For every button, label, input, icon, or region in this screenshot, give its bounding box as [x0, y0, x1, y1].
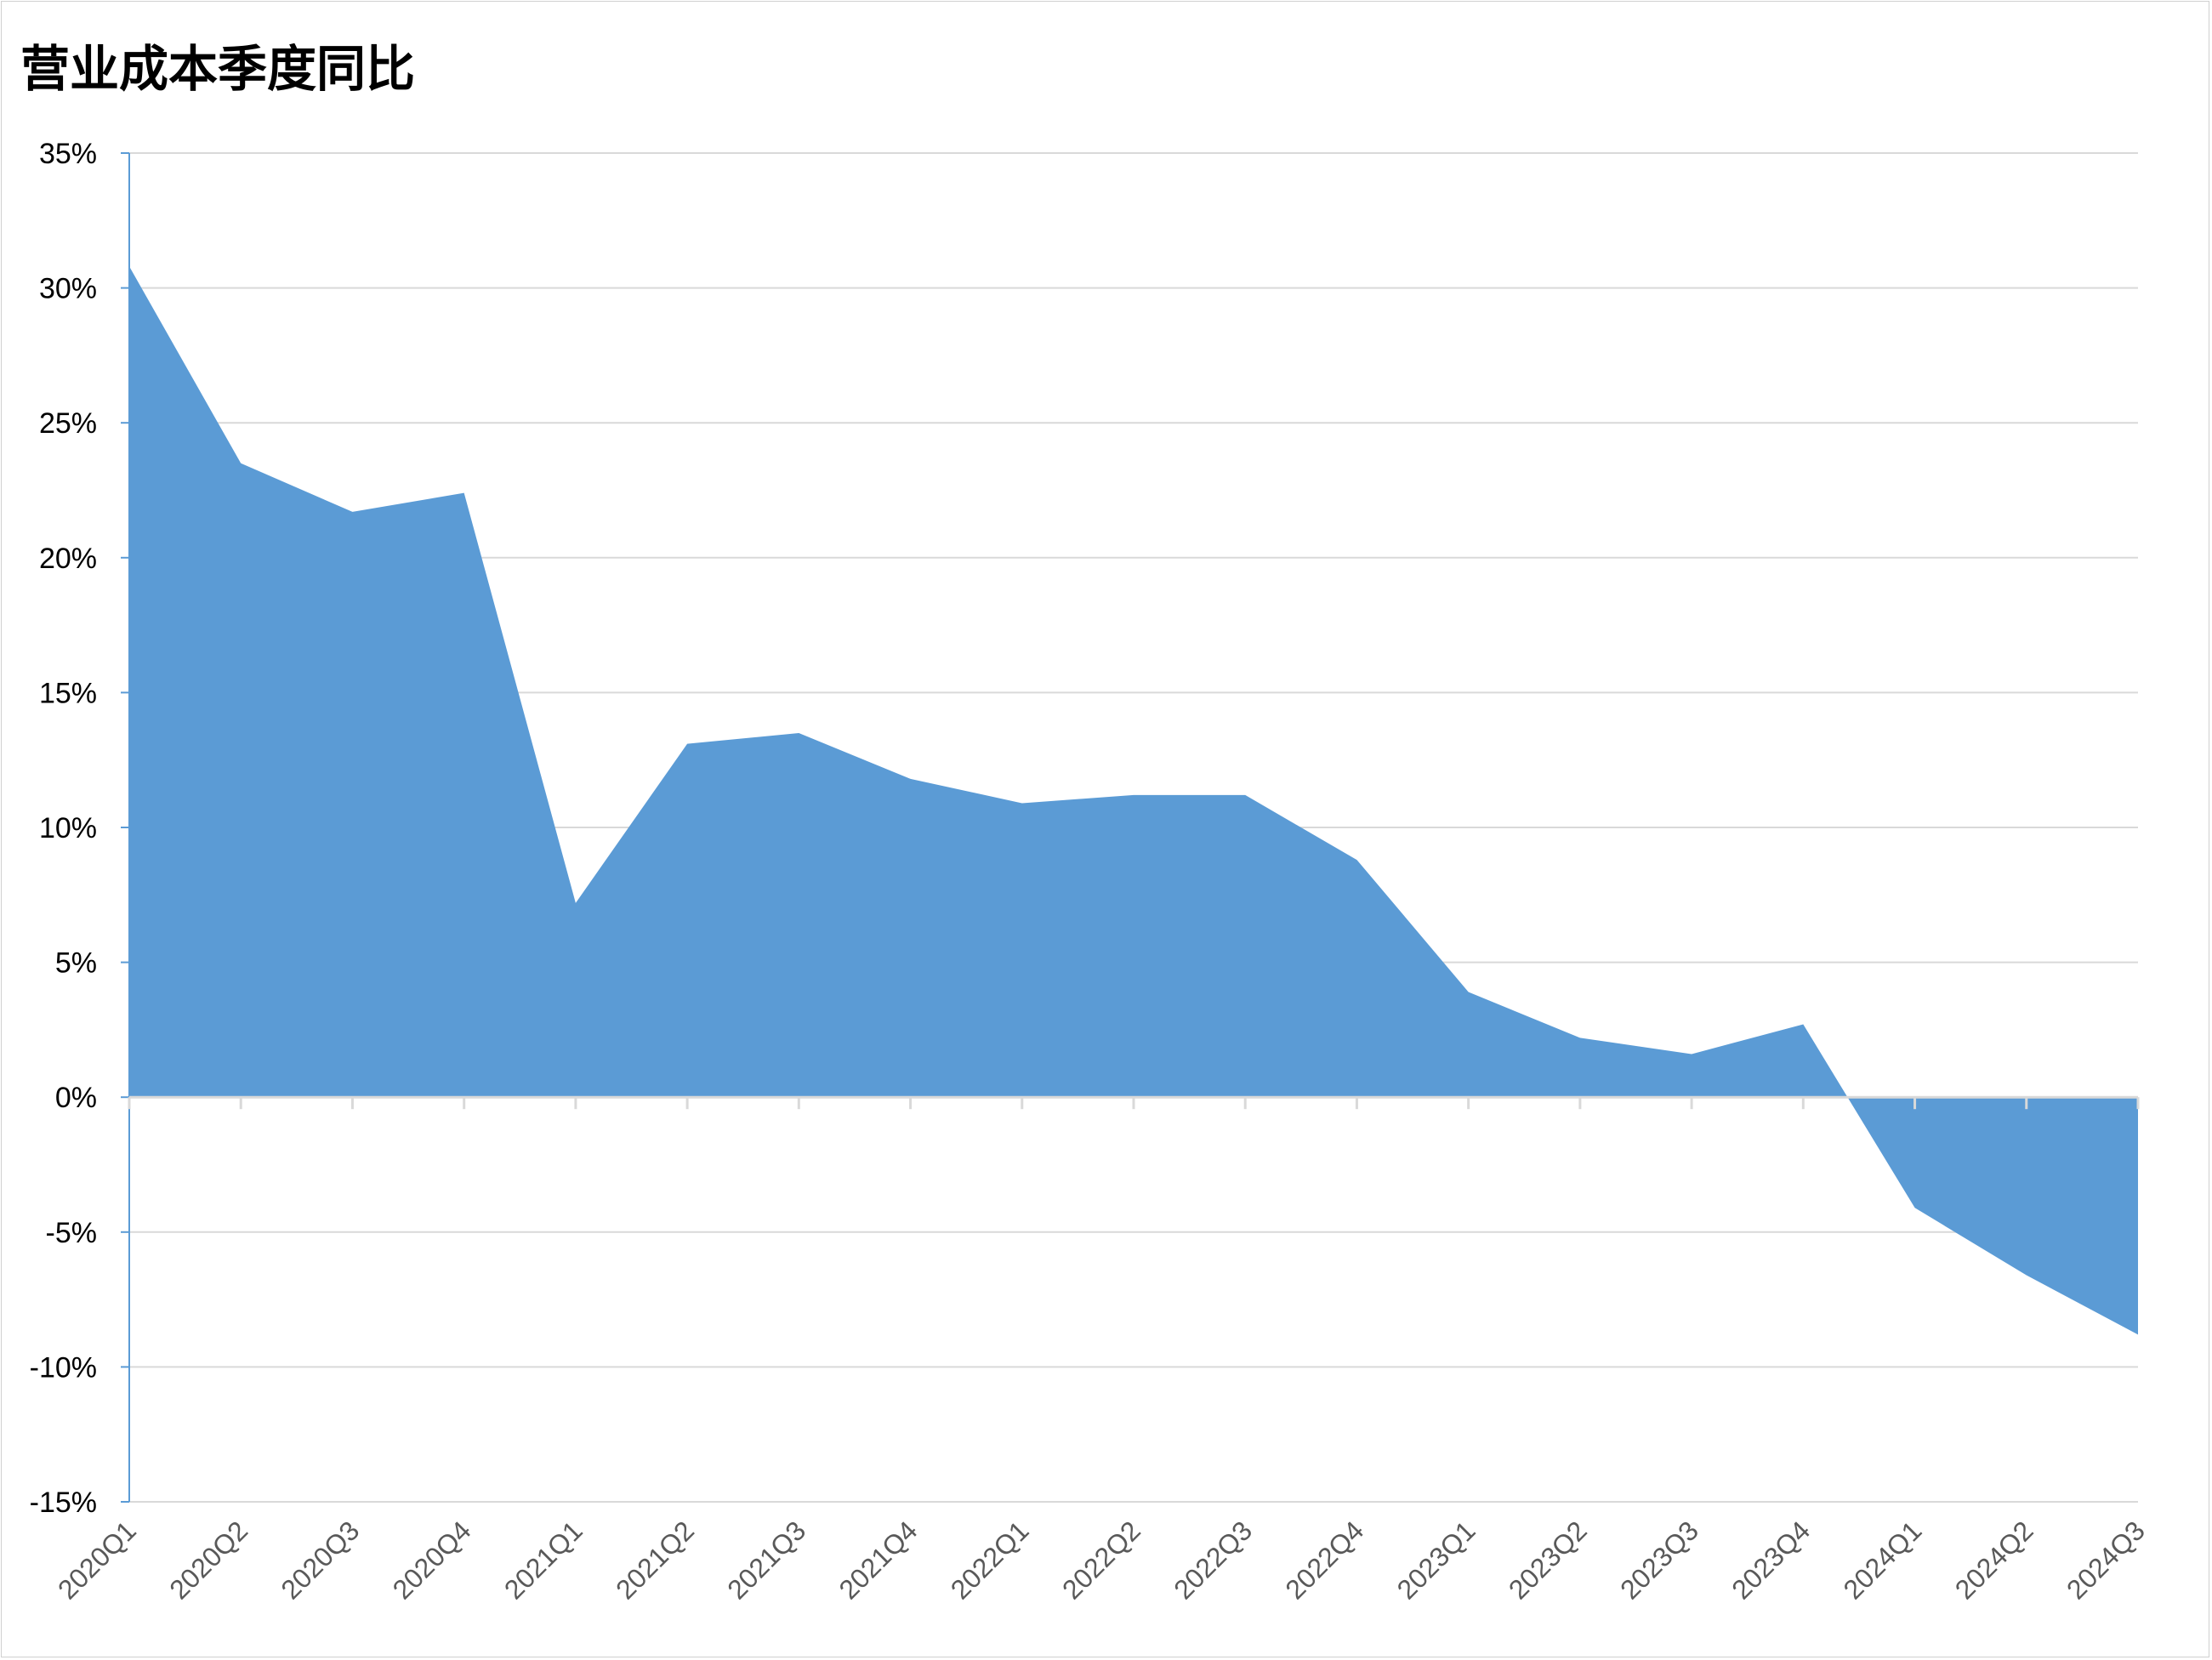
y-tick-label: 30% [39, 273, 97, 305]
x-tick-label: 2023Q1 [1391, 1515, 1481, 1605]
y-tick-label: 20% [39, 543, 97, 575]
x-tick-label: 2023Q2 [1503, 1515, 1593, 1605]
x-tick-label: 2020Q1 [52, 1515, 142, 1605]
x-tick-label: 2022Q4 [1279, 1515, 1369, 1605]
area-fill [129, 266, 2138, 1335]
x-tick-labels: 2020Q1 2020Q2 2020Q3 2020Q4 2021Q1 2021Q2 2021… [52, 1515, 2151, 1605]
x-tick-label: 2021Q3 [721, 1515, 811, 1605]
y-tick-label: 25% [39, 407, 97, 440]
x-tick-label: 2021Q2 [610, 1515, 700, 1605]
y-tick-label: 10% [39, 812, 97, 844]
x-tick-label: 2024Q2 [1949, 1515, 2039, 1605]
x-tick-label: 2022Q3 [1168, 1515, 1258, 1605]
gridlines [129, 152, 2138, 1503]
x-tick-label: 2024Q3 [2061, 1515, 2151, 1605]
y-tick-label: 0% [55, 1082, 97, 1114]
x-tick-label: 2021Q4 [833, 1515, 924, 1605]
y-tick-label: 5% [55, 947, 97, 980]
x-tick-label: 2020Q2 [163, 1515, 253, 1605]
x-tick-label: 2023Q4 [1726, 1515, 1816, 1605]
y-tick-labels: -15% -10% -5% 0% 5% 10% 15% 20% 25% 30% 35% [30, 138, 97, 1519]
y-tick-label: 35% [39, 138, 97, 170]
x-tick-label: 2021Q1 [498, 1515, 589, 1605]
chart-title: 营业成本季度同比 [20, 40, 416, 98]
x-tick-label: 2022Q2 [1056, 1515, 1146, 1605]
x-tick-label: 2024Q1 [1838, 1515, 1928, 1605]
axes [121, 152, 2140, 1503]
x-tick-label: 2023Q3 [1614, 1515, 1704, 1605]
x-tick-label: 2020Q3 [275, 1515, 365, 1605]
x-tick-label: 2022Q1 [945, 1515, 1035, 1605]
y-tick-label: -15% [30, 1487, 97, 1519]
y-tick-label: -10% [30, 1351, 97, 1384]
x-tick-label: 2020Q4 [387, 1515, 477, 1605]
area-series [128, 266, 2139, 1335]
y-tick-label: -5% [46, 1217, 97, 1249]
y-tick-label: 15% [39, 677, 97, 709]
